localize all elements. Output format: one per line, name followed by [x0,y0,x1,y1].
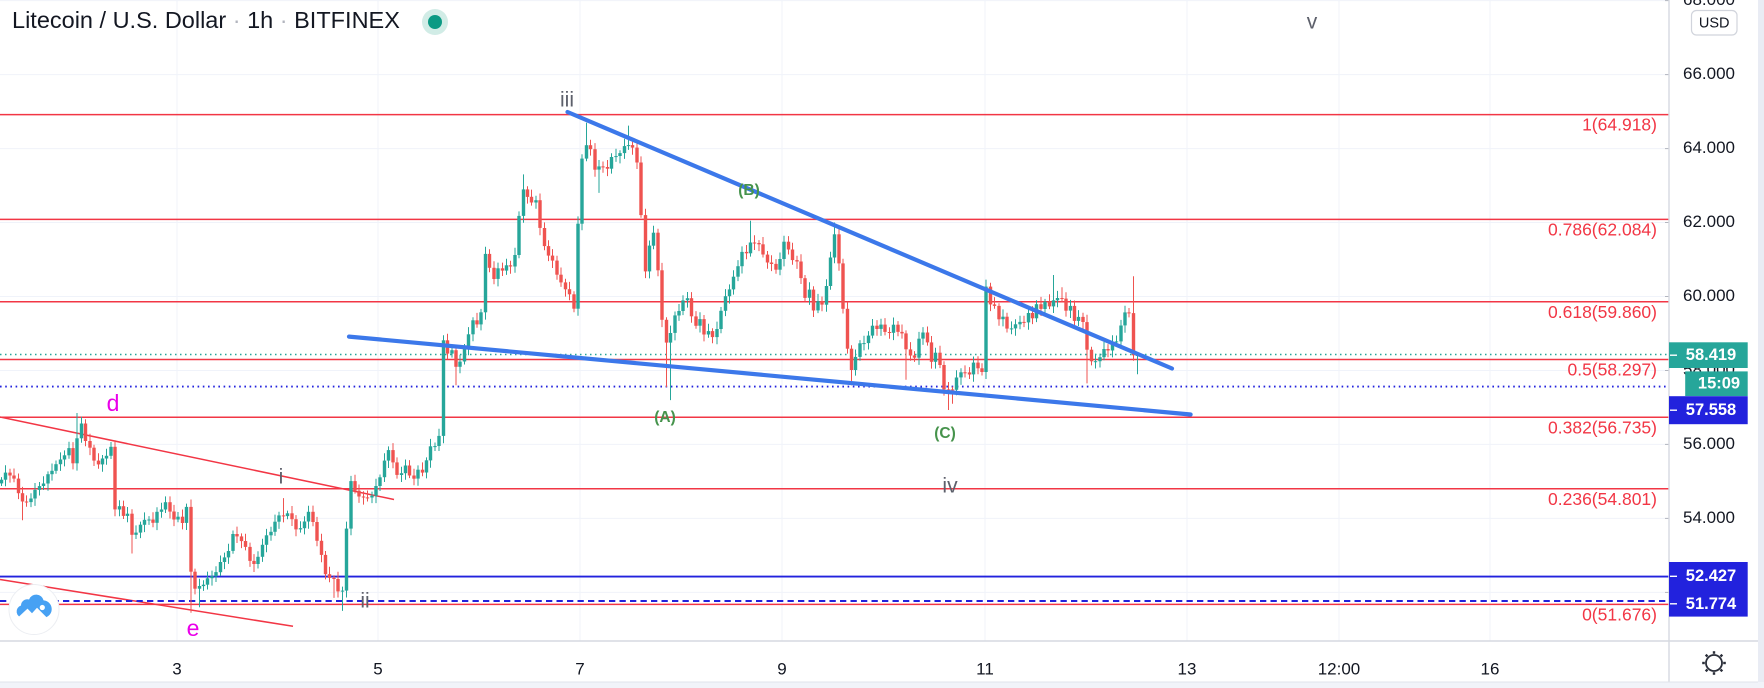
svg-text:16: 16 [1481,659,1500,678]
svg-text:15:09: 15:09 [1698,375,1740,393]
svg-text:0(51.676): 0(51.676) [1582,605,1657,625]
svg-text:ii: ii [360,590,369,613]
svg-text:54.000: 54.000 [1683,508,1735,527]
svg-text:66.000: 66.000 [1683,64,1735,83]
svg-text:5: 5 [373,659,382,678]
svg-text:iii: iii [560,89,574,112]
svg-text:iv: iv [942,475,958,498]
svg-text:0.786(62.084): 0.786(62.084) [1548,220,1657,240]
svg-text:68.000: 68.000 [1683,0,1735,9]
svg-text:0.5(58.297): 0.5(58.297) [1567,360,1657,380]
svg-text:11: 11 [976,659,994,678]
svg-text:3: 3 [172,659,181,678]
svg-text:1(64.918): 1(64.918) [1582,115,1657,135]
svg-text:(B): (B) [738,182,760,199]
svg-text:(C): (C) [934,425,956,442]
svg-text:9: 9 [777,659,786,678]
svg-text:52.427: 52.427 [1686,567,1736,585]
svg-text:i: i [279,466,284,489]
svg-text:60.000: 60.000 [1683,286,1735,305]
svg-text:0.236(54.801): 0.236(54.801) [1548,489,1657,509]
svg-text:57.558: 57.558 [1686,401,1736,419]
svg-text:(A): (A) [654,409,676,426]
svg-text:64.000: 64.000 [1683,138,1735,157]
svg-text:7: 7 [575,659,584,678]
svg-text:58.419: 58.419 [1686,346,1736,364]
svg-text:0.382(56.735): 0.382(56.735) [1548,417,1657,437]
svg-text:e: e [187,615,200,641]
svg-text:62.000: 62.000 [1683,212,1735,231]
svg-text:0.618(59.860): 0.618(59.860) [1548,302,1657,322]
svg-text:12:00: 12:00 [1318,659,1361,678]
svg-text:56.000: 56.000 [1683,434,1735,453]
svg-text:13: 13 [1178,659,1197,678]
svg-text:51.774: 51.774 [1686,595,1737,613]
svg-text:v: v [1307,11,1318,34]
svg-text:Litecoin / U.S. Dollar · 1h ·: Litecoin / U.S. Dollar · 1h · BITFINEX [12,7,400,33]
svg-text:USD: USD [1699,15,1730,31]
svg-text:d: d [107,390,120,416]
